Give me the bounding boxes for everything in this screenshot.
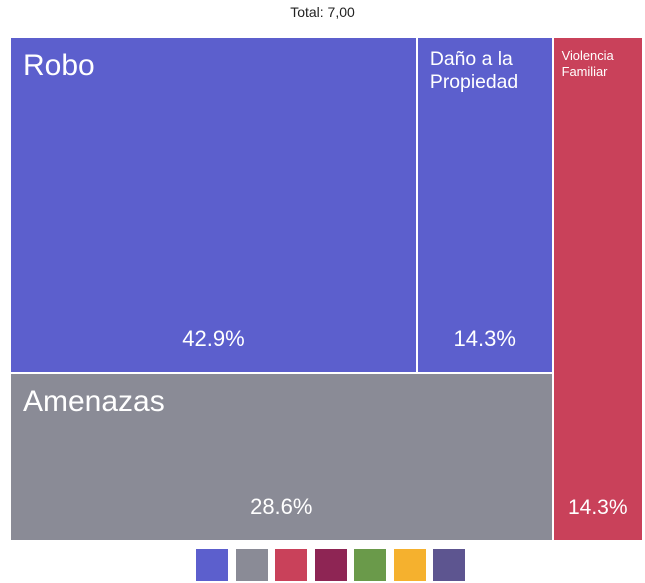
treemap-cell: Violencia Familiar 14.3% bbox=[552, 37, 643, 541]
legend-swatch bbox=[235, 549, 268, 581]
legend-swatch bbox=[433, 549, 465, 581]
value-label: 28.6% bbox=[250, 494, 313, 519]
value-label: 14.3% bbox=[453, 326, 516, 351]
cell-label: Robo bbox=[23, 49, 95, 82]
legend-swatch bbox=[314, 549, 347, 581]
treemap-cell: Daño a la Propiedad 14.3% bbox=[416, 37, 553, 373]
cell-label: Daño a la Propiedad bbox=[429, 48, 519, 94]
cell-label: Violencia Familiar bbox=[561, 48, 614, 79]
legend-swatch bbox=[196, 549, 228, 581]
legend-swatch bbox=[354, 549, 386, 581]
chart-title: Total: 7,00 bbox=[290, 4, 355, 20]
legend-swatch bbox=[275, 549, 307, 581]
cell-label: Amenazas bbox=[23, 385, 165, 418]
treemap-cell: Amenazas 28.6% bbox=[10, 373, 553, 541]
legend-swatch bbox=[393, 549, 426, 581]
value-label: 42.9% bbox=[182, 326, 245, 351]
treemap-cell: Robo 42.9% bbox=[10, 37, 417, 373]
value-label: 14.3% bbox=[567, 496, 628, 519]
